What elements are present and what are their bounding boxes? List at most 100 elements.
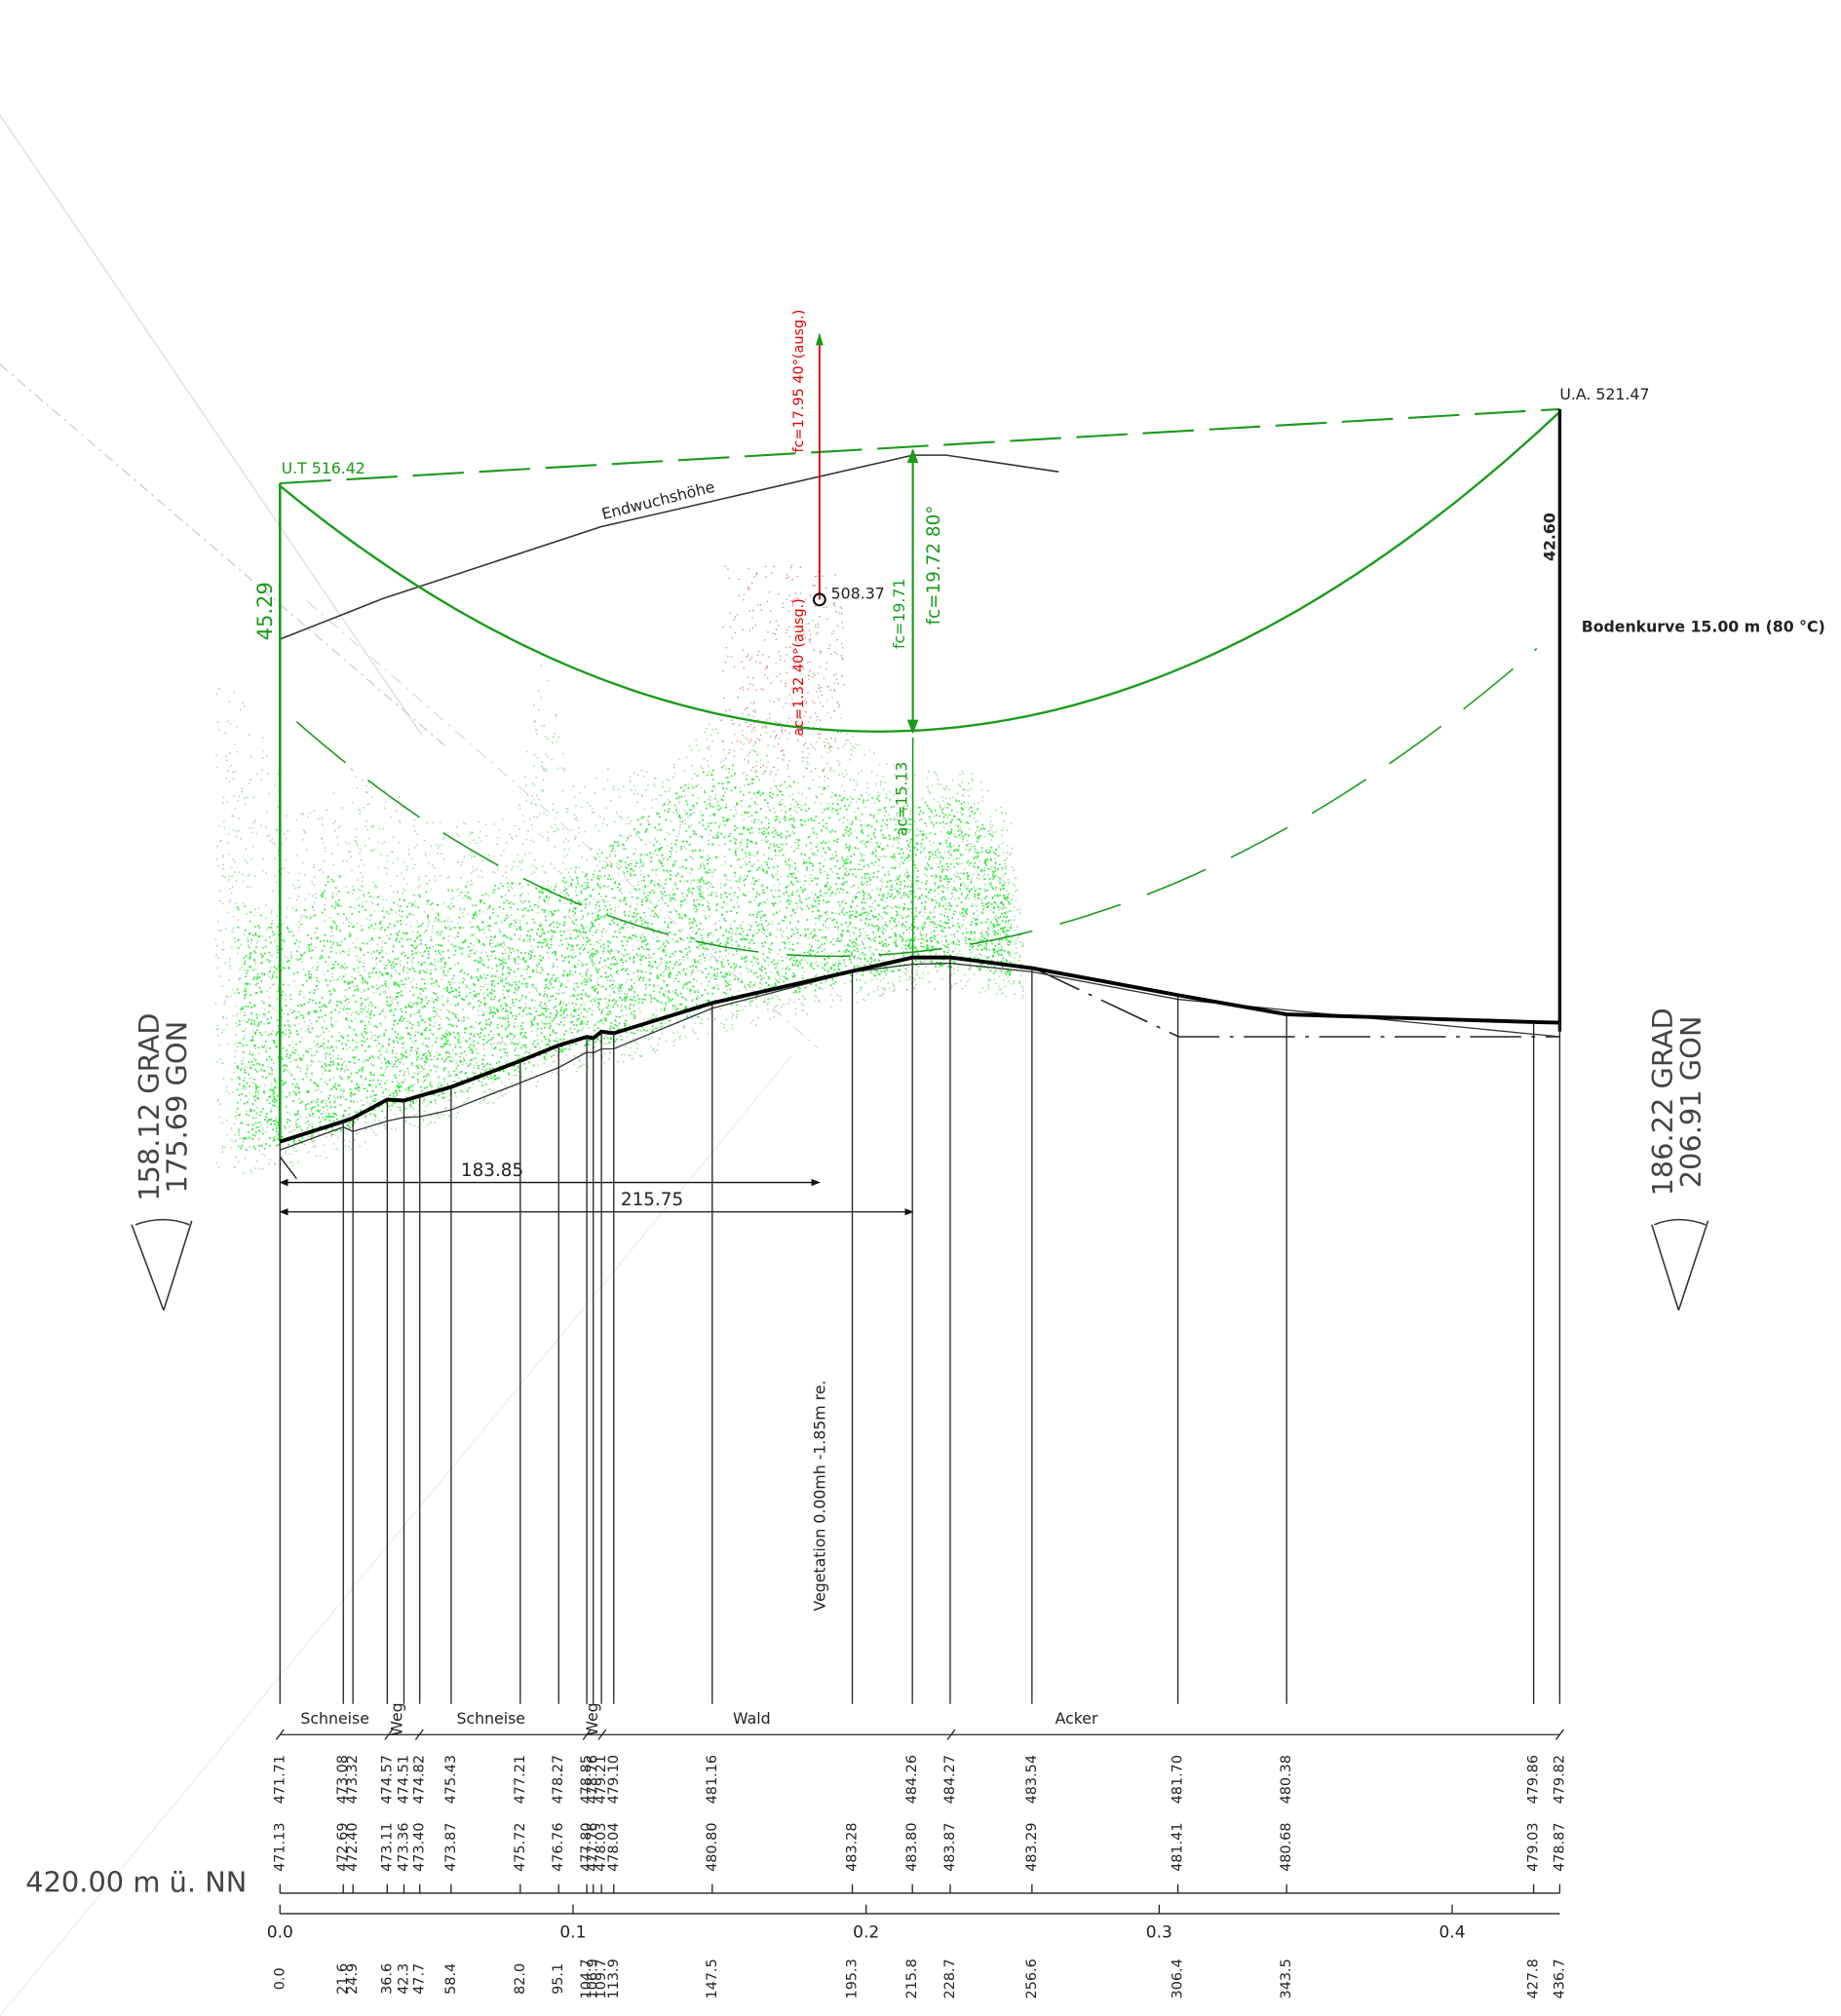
upper-height: 478.85 xyxy=(579,1755,594,1804)
station-label: 24.9 xyxy=(345,1963,361,1995)
right-tower-height: 42.60 xyxy=(1541,513,1559,561)
upper-height: 478.76 xyxy=(586,1755,601,1804)
vegetation-cloud xyxy=(214,564,1024,1174)
km-label: 0.1 xyxy=(559,1923,586,1943)
lower-height: 483.29 xyxy=(1024,1822,1040,1871)
left-tower-height: 45.29 xyxy=(253,582,277,640)
lower-height: 480.80 xyxy=(705,1822,720,1871)
land-use-divider xyxy=(597,1729,607,1740)
station-label: 104.7 xyxy=(579,1959,594,1998)
lower-height: 473.87 xyxy=(443,1822,459,1871)
station-label: 113.9 xyxy=(606,1959,622,1998)
lower-height: 473.11 xyxy=(379,1822,395,1871)
lower-height: 475.72 xyxy=(513,1822,528,1871)
angle-grad: 158.12 GRAD xyxy=(133,1013,166,1201)
lower-height: 478.03 xyxy=(594,1822,609,1871)
lower-clearance-curve xyxy=(295,648,1538,958)
sag-80-label: fc=19.72 80° xyxy=(924,506,944,626)
arrow-head xyxy=(815,332,824,346)
land-use-divider xyxy=(946,1729,956,1740)
lower-height: 473.40 xyxy=(412,1822,428,1871)
right-tower-label: U.A. 521.47 xyxy=(1559,385,1649,403)
upper-height: 473.32 xyxy=(345,1755,361,1804)
upper-height: 479.10 xyxy=(606,1755,622,1804)
station-label: 0.0 xyxy=(272,1967,288,1990)
km-label: 0.2 xyxy=(853,1923,879,1943)
sag-label: fc=19.71 xyxy=(890,579,908,649)
lower-height: 476.76 xyxy=(551,1822,566,1871)
upper-height: 474.82 xyxy=(412,1755,428,1804)
land-use-divider xyxy=(582,1729,592,1740)
land-use-label: Weg xyxy=(387,1702,405,1735)
km-label: 0.4 xyxy=(1438,1923,1465,1943)
lower-height: 478.87 xyxy=(1552,1822,1567,1871)
upper-height: 478.27 xyxy=(551,1755,566,1804)
angle-gon: 206.91 GON xyxy=(1674,1016,1707,1189)
left-tower-label: U.T 516.42 xyxy=(282,459,365,477)
lower-height: 477.76 xyxy=(586,1822,601,1871)
station-label: 47.7 xyxy=(412,1963,428,1995)
lower-height: 479.03 xyxy=(1526,1822,1542,1871)
clearance-label: ac=15.13 xyxy=(893,762,911,837)
upper-height: 483.54 xyxy=(1024,1755,1040,1804)
vegetation-label: Vegetation 0.00mh -1.85m re. xyxy=(811,1380,829,1611)
upper-height: 479.21 xyxy=(594,1755,609,1804)
soil-curve-label: Bodenkurve 15.00 m (80 °C) xyxy=(1582,618,1825,636)
station-label: 82.0 xyxy=(513,1963,528,1995)
profile-layer: 471.71 471.13 0.0 473.08 472.69 21.6 473.32 472… xyxy=(267,955,1567,1998)
upper-height: 479.86 xyxy=(1526,1755,1542,1804)
land-use-label: Acker xyxy=(1055,1709,1098,1728)
station-label: 106.9 xyxy=(586,1959,601,1998)
growth-height-line xyxy=(279,454,1059,640)
upper-height: 474.51 xyxy=(396,1755,411,1804)
conductor-curve xyxy=(279,411,1559,733)
lower-height: 477.80 xyxy=(579,1822,594,1871)
upper-height: 481.70 xyxy=(1170,1755,1186,1804)
land-use-divider xyxy=(275,1729,285,1740)
land-use-label: Wald xyxy=(733,1709,771,1728)
land-use-label: Weg xyxy=(583,1702,601,1735)
upper-height: 480.38 xyxy=(1279,1755,1294,1804)
upper-height: 484.26 xyxy=(904,1755,920,1804)
ground-line xyxy=(280,962,1560,1151)
max-sag-distance: 215.75 xyxy=(621,1190,683,1210)
station-label: 21.6 xyxy=(335,1963,351,1995)
upper-height: 479.82 xyxy=(1552,1755,1567,1804)
critical-point-height: 508.37 xyxy=(831,585,885,603)
lower-height: 481.41 xyxy=(1170,1822,1186,1871)
km-label: 0.0 xyxy=(267,1923,293,1943)
station-label: 215.8 xyxy=(904,1959,920,1998)
reference-height: 420.00 m ü. NN xyxy=(25,1866,247,1899)
station-label: 256.6 xyxy=(1024,1959,1040,1998)
chord-line xyxy=(280,407,1560,485)
vegetation-points xyxy=(236,764,1012,1151)
reference-line xyxy=(1032,967,1560,1038)
vegetation-points xyxy=(722,564,845,780)
ground-line-upper xyxy=(279,955,1560,1144)
upper-height: 471.71 xyxy=(272,1755,288,1804)
construction-line xyxy=(306,600,819,1049)
lower-height: 473.36 xyxy=(396,1822,411,1871)
angle-symbol xyxy=(131,1218,1709,1312)
dimension-tick xyxy=(279,1156,297,1180)
upper-height: 474.57 xyxy=(379,1755,395,1804)
station-label: 228.7 xyxy=(942,1959,958,1998)
station-label: 147.5 xyxy=(705,1959,720,1998)
lower-height: 483.28 xyxy=(845,1822,861,1871)
construction-line xyxy=(0,363,448,749)
land-use-label: Schneise xyxy=(456,1709,525,1728)
station-label: 95.1 xyxy=(551,1963,566,1995)
station-label: 109.7 xyxy=(594,1959,609,1998)
station-label: 436.7 xyxy=(1552,1959,1567,1998)
upper-height: 481.16 xyxy=(705,1755,720,1804)
land-use-divider xyxy=(414,1729,424,1740)
land-use-label: Schneise xyxy=(300,1709,369,1728)
station-label: 195.3 xyxy=(845,1959,861,1998)
critical-sag-label: fc=17.95 40°(ausg.) xyxy=(791,310,807,453)
land-use-divider xyxy=(1554,1729,1564,1740)
upper-height: 473.08 xyxy=(335,1755,351,1804)
land-use-divider xyxy=(384,1729,394,1740)
